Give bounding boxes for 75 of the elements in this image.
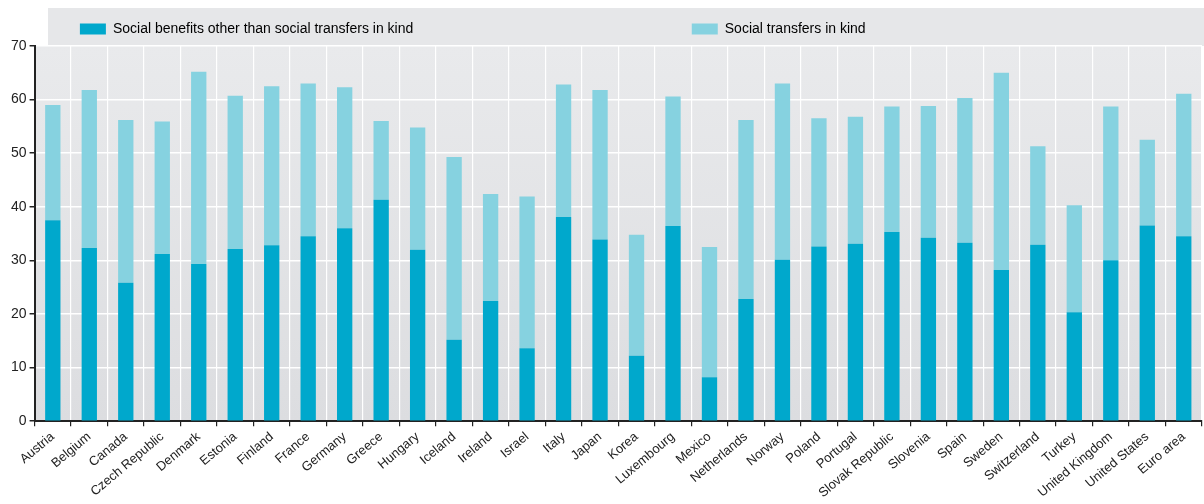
bar bbox=[337, 228, 353, 421]
bar bbox=[957, 242, 973, 421]
bar bbox=[774, 259, 791, 421]
bar bbox=[482, 301, 499, 421]
bar bbox=[1066, 205, 1082, 313]
bar bbox=[1176, 236, 1192, 421]
bar bbox=[300, 83, 316, 237]
bar bbox=[628, 355, 645, 421]
bar bbox=[1139, 225, 1155, 421]
bar bbox=[191, 264, 207, 421]
bar bbox=[555, 84, 572, 217]
bar bbox=[884, 231, 900, 421]
bar bbox=[1066, 312, 1082, 421]
bar bbox=[555, 216, 572, 421]
y-tick-label: 50 bbox=[10, 144, 27, 161]
bar bbox=[409, 249, 426, 421]
bar bbox=[45, 220, 61, 421]
bar bbox=[373, 199, 389, 421]
bar bbox=[300, 236, 316, 421]
bar bbox=[519, 196, 535, 349]
bar bbox=[373, 121, 389, 200]
bar bbox=[337, 87, 353, 229]
bar bbox=[227, 95, 243, 250]
bar bbox=[665, 96, 681, 227]
bar bbox=[774, 83, 791, 260]
bar bbox=[118, 119, 134, 283]
y-tick-label: 70 bbox=[10, 36, 27, 53]
bar bbox=[811, 246, 827, 421]
bar bbox=[993, 270, 1010, 421]
y-tick-label: 20 bbox=[10, 304, 27, 321]
x-tick-label: Italy bbox=[539, 428, 569, 456]
bar bbox=[920, 237, 937, 421]
bar bbox=[45, 104, 61, 221]
bar bbox=[81, 89, 97, 249]
bar bbox=[264, 245, 280, 421]
bar bbox=[1139, 139, 1155, 226]
bar bbox=[811, 118, 827, 247]
bar bbox=[1030, 244, 1046, 421]
bar bbox=[446, 339, 462, 421]
bar bbox=[227, 249, 243, 421]
bar bbox=[628, 234, 645, 356]
bar bbox=[1103, 106, 1119, 261]
legend-label: Social benefits other than social transfers in kind bbox=[112, 19, 678, 36]
bar bbox=[154, 253, 170, 421]
bar bbox=[1030, 146, 1046, 245]
y-tick-label: 60 bbox=[10, 90, 27, 107]
bar bbox=[154, 121, 170, 254]
bar bbox=[884, 106, 900, 232]
y-tick-label: 40 bbox=[10, 197, 27, 214]
bar bbox=[519, 348, 535, 421]
bar bbox=[665, 226, 681, 421]
bar bbox=[738, 119, 754, 299]
bar bbox=[920, 106, 937, 238]
y-tick-label: 0 bbox=[18, 411, 27, 428]
bar bbox=[482, 193, 499, 302]
bar bbox=[191, 71, 207, 265]
bar bbox=[1103, 260, 1119, 421]
bar bbox=[847, 116, 864, 244]
bar bbox=[701, 377, 718, 421]
bar bbox=[993, 72, 1010, 271]
bar bbox=[957, 97, 973, 243]
bar bbox=[592, 89, 608, 240]
bar bbox=[264, 86, 280, 246]
bar bbox=[1176, 93, 1192, 237]
bar bbox=[81, 248, 97, 421]
bar bbox=[847, 243, 864, 421]
bar bbox=[592, 239, 608, 421]
bar bbox=[701, 246, 718, 378]
bar bbox=[118, 282, 134, 421]
y-tick-label: 10 bbox=[10, 358, 27, 375]
bar bbox=[409, 127, 426, 250]
bar bbox=[446, 156, 462, 340]
legend-label: Social transfers in kind bbox=[724, 19, 1131, 36]
bar bbox=[738, 298, 754, 421]
y-tick-label: 30 bbox=[10, 251, 27, 268]
